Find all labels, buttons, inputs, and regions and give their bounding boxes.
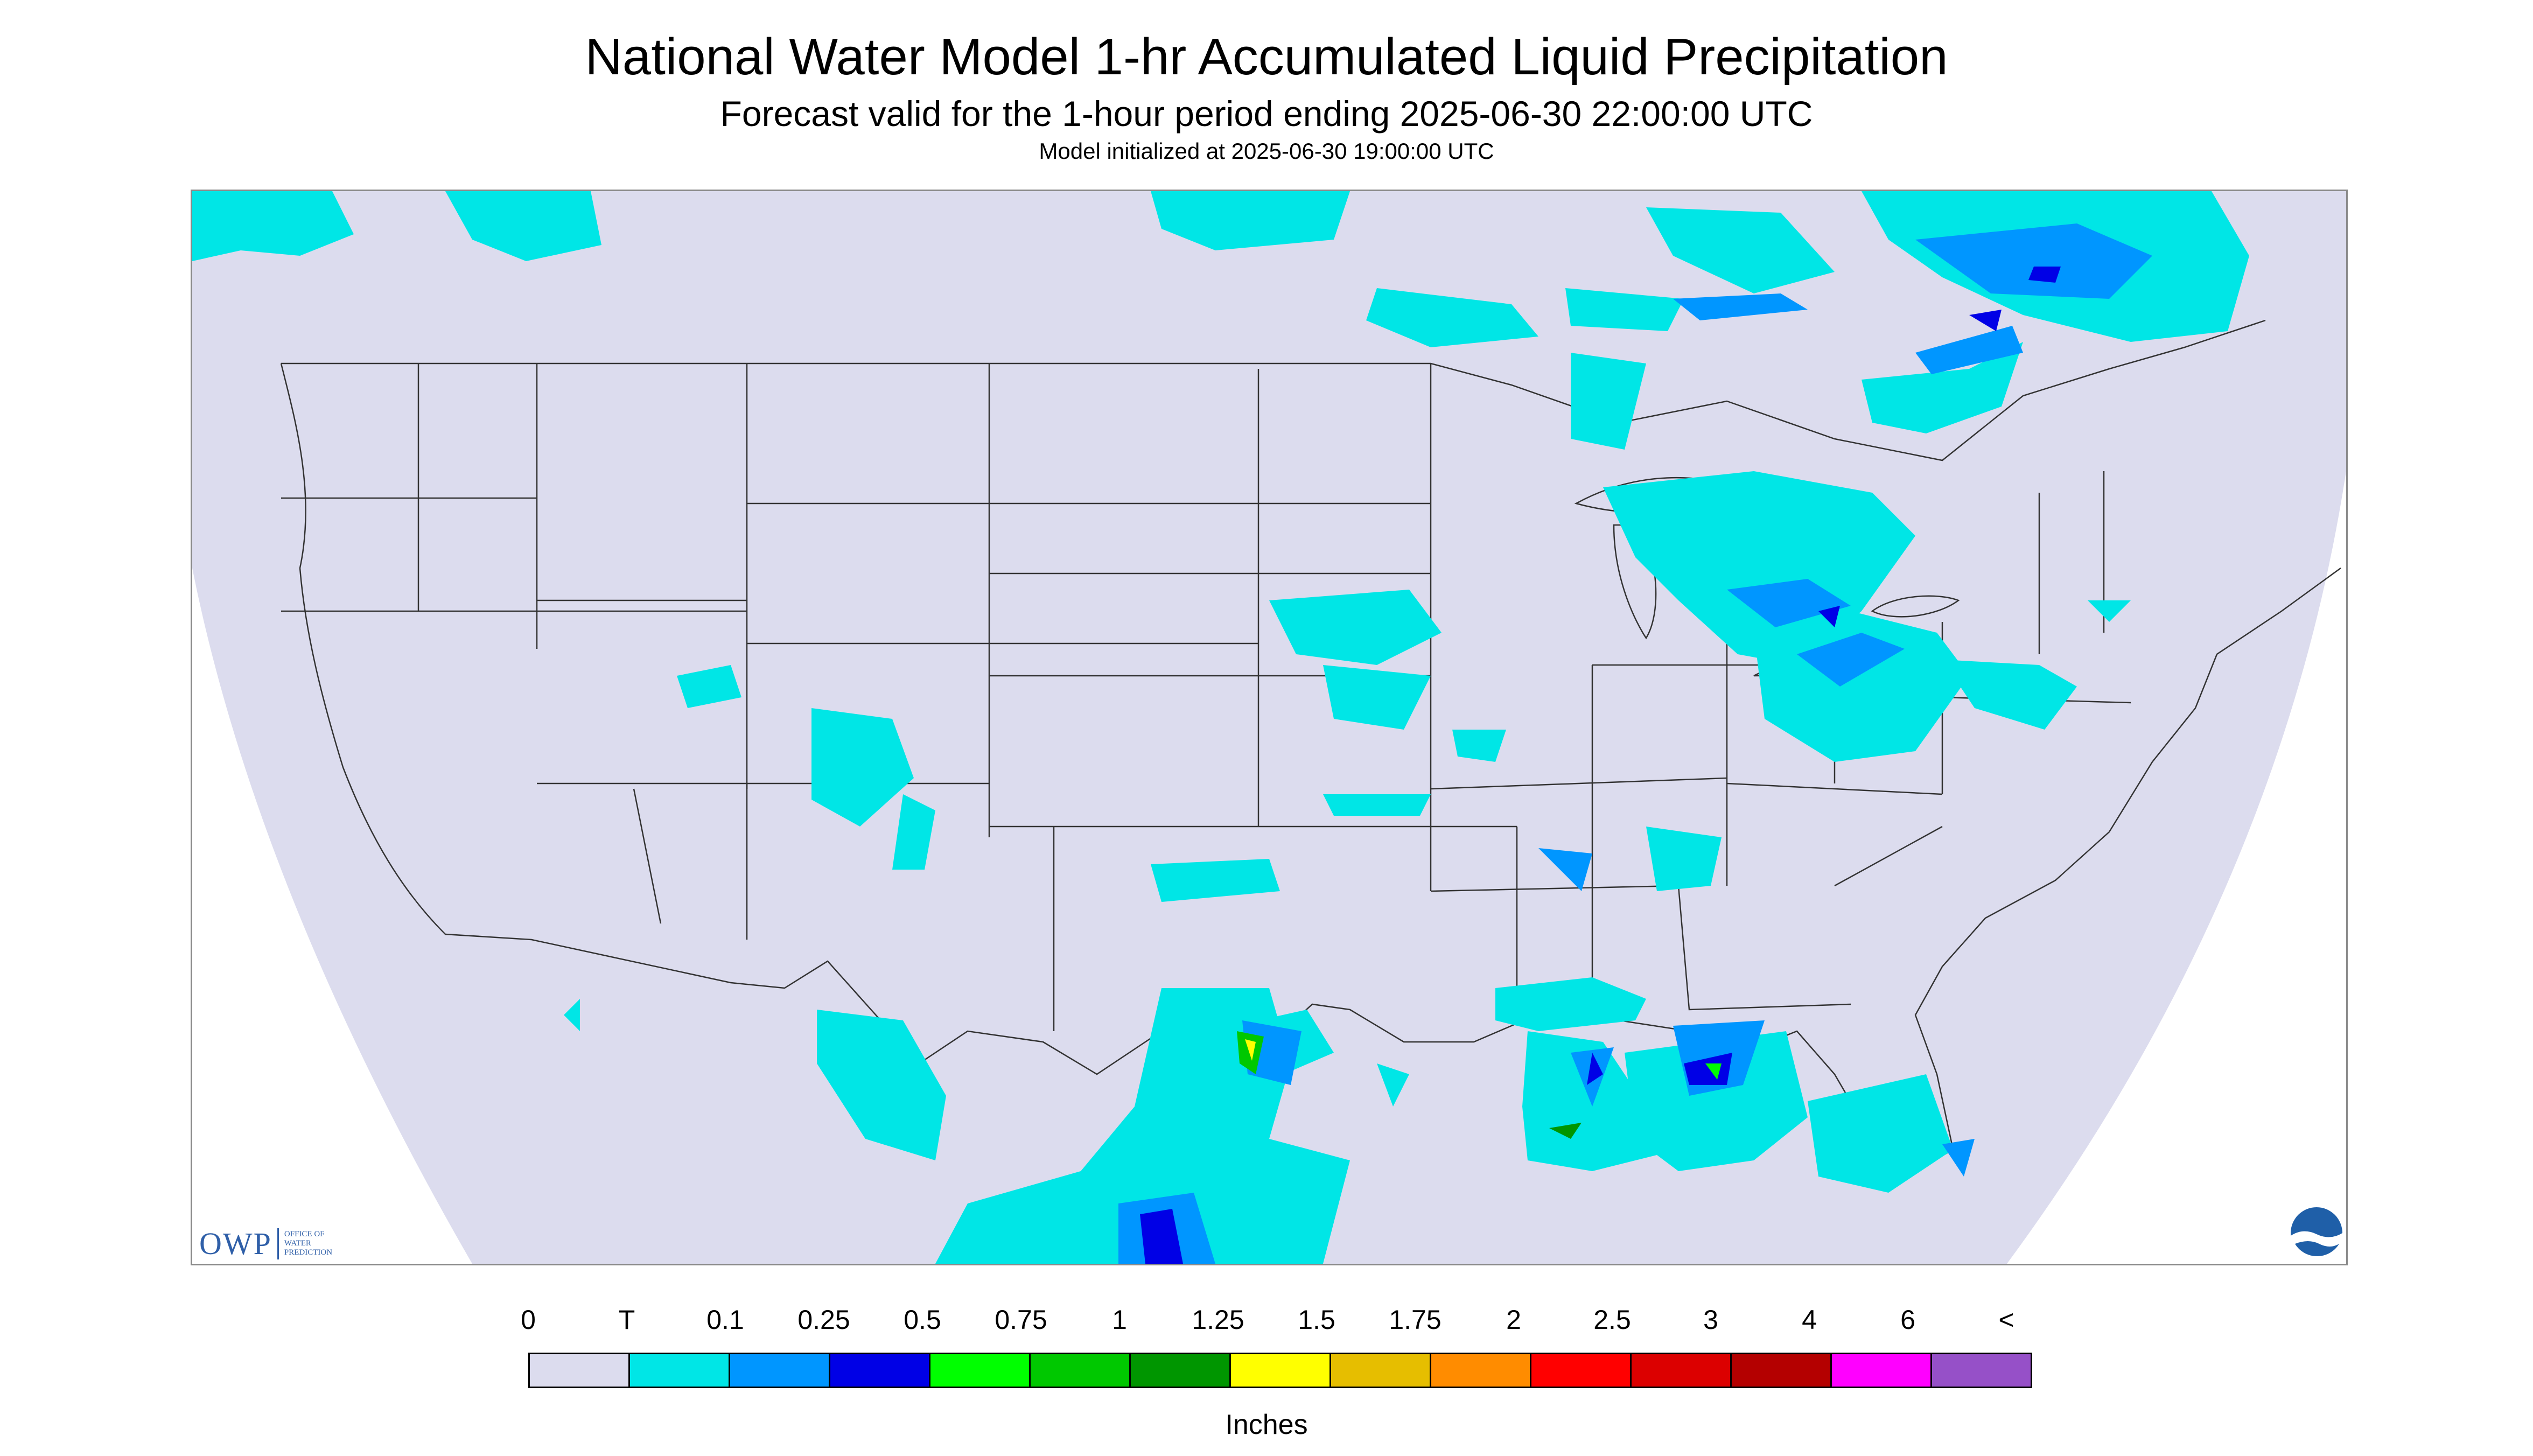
legend-label: < xyxy=(1998,1305,2014,1335)
legend-labels: 0 T 0.1 0.25 0.5 0.75 1 1.25 1.5 1.75 2 … xyxy=(0,1306,2533,1339)
legend-swatch xyxy=(1231,1354,1331,1387)
noaa-logo-icon xyxy=(2291,1207,2343,1260)
legend-swatch xyxy=(1832,1354,1932,1387)
legend-swatch xyxy=(1932,1354,2031,1387)
legend-swatch xyxy=(1632,1354,1732,1387)
legend-swatch xyxy=(1031,1354,1131,1387)
owp-logo-line-3: PREDICTION xyxy=(284,1248,333,1257)
owp-logo-line-1: OFFICE OF xyxy=(284,1230,325,1238)
precip-heavy xyxy=(1140,267,2061,1264)
owp-logo-text: OFFICE OF WATER PREDICTION xyxy=(284,1230,332,1257)
forecast-valid-subtitle: Forecast valid for the 1-hour period end… xyxy=(720,94,1813,134)
map-title: National Water Model 1-hr Accumulated Li… xyxy=(585,28,1948,86)
owp-logo-mark: OWP xyxy=(199,1226,272,1261)
legend-label: 3 xyxy=(1703,1305,1718,1335)
model-init-text: Model initialized at 2025-06-30 19:00:00… xyxy=(1039,138,1494,164)
legend-label: 1.25 xyxy=(1192,1305,1244,1335)
owp-logo-line-2: WATER xyxy=(284,1239,311,1248)
precip-trace xyxy=(192,191,2249,1264)
legend-swatch xyxy=(1531,1354,1632,1387)
precipitation-map xyxy=(191,190,2348,1265)
legend-swatch xyxy=(730,1354,830,1387)
legend-label: 2.5 xyxy=(1593,1305,1631,1335)
legend-units: Inches xyxy=(1225,1409,1308,1440)
legend-color-bar xyxy=(528,1353,2032,1388)
legend-label: 0 xyxy=(521,1305,536,1335)
legend-label: 0.5 xyxy=(904,1305,941,1335)
legend-label: 2 xyxy=(1506,1305,1521,1335)
legend-label: 4 xyxy=(1802,1305,1817,1335)
legend-label: 6 xyxy=(1900,1305,1915,1335)
owp-logo: OWP OFFICE OF WATER PREDICTION xyxy=(199,1226,332,1262)
legend-swatch xyxy=(930,1354,1031,1387)
legend-label: 1.5 xyxy=(1298,1305,1335,1335)
legend-swatch xyxy=(1732,1354,1832,1387)
map-domain xyxy=(192,191,2346,1264)
legend-swatch xyxy=(1431,1354,1531,1387)
owp-logo-separator xyxy=(277,1228,279,1259)
precip-intense xyxy=(1237,1031,1722,1139)
map-canvas xyxy=(192,191,2346,1264)
legend-swatch xyxy=(1131,1354,1231,1387)
legend-swatch xyxy=(630,1354,730,1387)
legend-label: T xyxy=(618,1305,635,1335)
legend-label: 1.75 xyxy=(1389,1305,1442,1335)
legend-label: 0.1 xyxy=(706,1305,744,1335)
legend-swatch xyxy=(1331,1354,1431,1387)
legend-label: 0.75 xyxy=(995,1305,1047,1335)
legend-swatch xyxy=(530,1354,630,1387)
legend-label: 1 xyxy=(1112,1305,1127,1335)
legend-label: 0.25 xyxy=(797,1305,850,1335)
legend-swatch xyxy=(830,1354,930,1387)
